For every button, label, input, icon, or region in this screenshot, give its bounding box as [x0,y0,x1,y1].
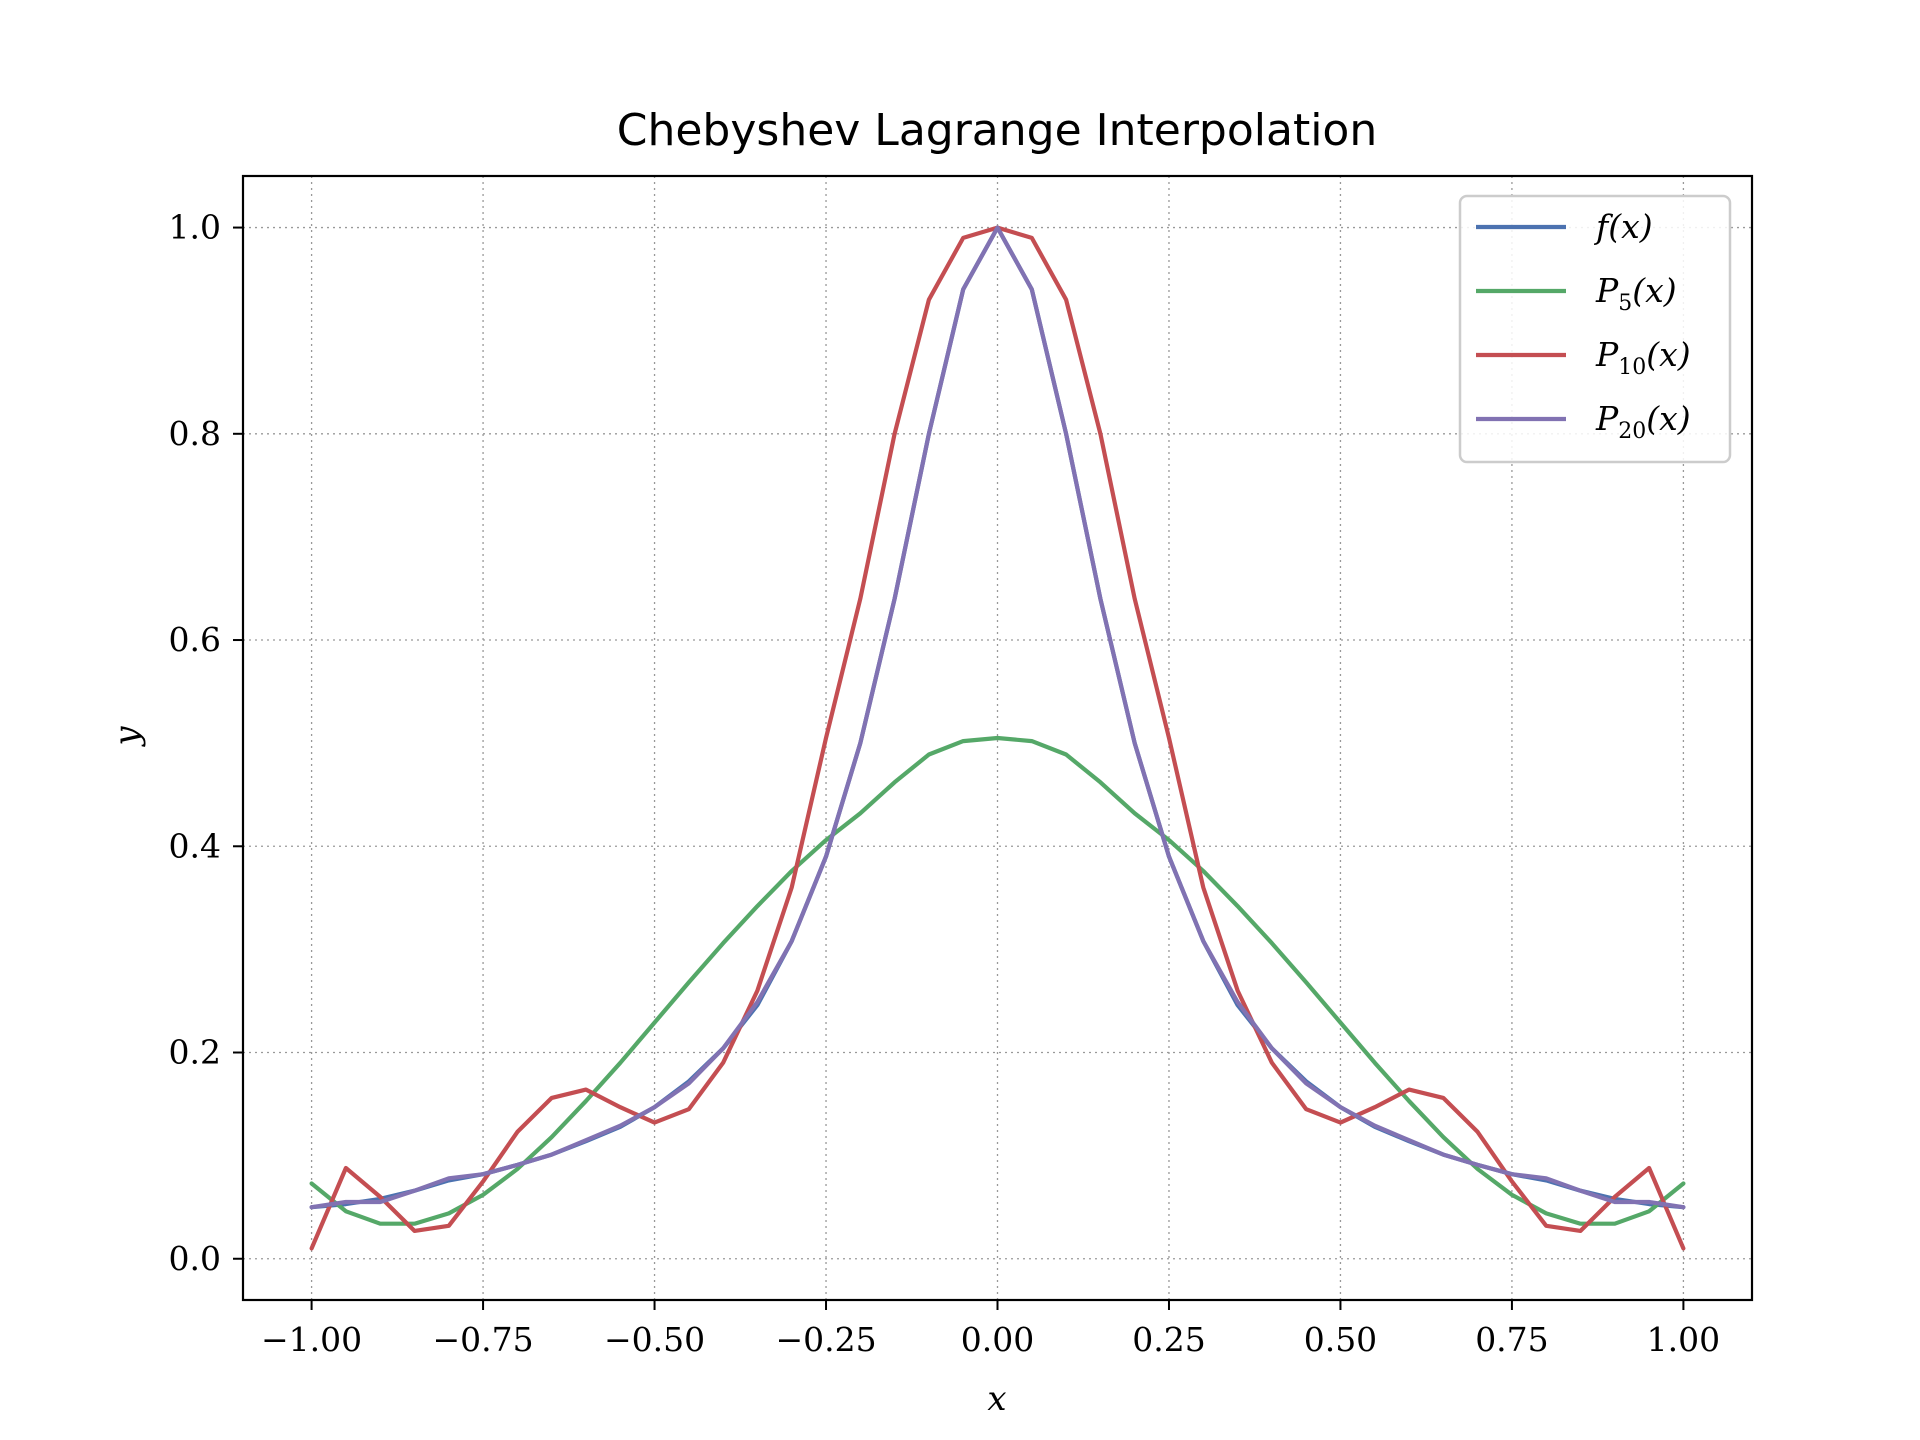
y-tick-label: 0.0 [169,1239,221,1278]
x-tick-label: 0.75 [1475,1320,1548,1359]
x-tick-label: 0.00 [961,1320,1034,1359]
y-tick-label: 0.4 [169,826,221,865]
y-axis-label: y [107,726,147,748]
x-tick-label: −0.75 [432,1320,533,1359]
series-line-3 [309,225,1686,1210]
chart-title: Chebyshev Lagrange Interpolation [617,105,1377,156]
y-tick-label: 1.0 [169,208,221,247]
x-tick-label: −0.50 [604,1320,705,1359]
x-tick-label: 0.25 [1132,1320,1205,1359]
legend-label: P5(x) [1595,271,1677,316]
y-tick-label: 0.6 [169,620,221,659]
x-tick-label: 1.00 [1647,1320,1720,1359]
series-line-1 [309,735,1686,1226]
legend-label: P10(x) [1595,335,1691,380]
x-tick-label: 0.50 [1304,1320,1377,1359]
y-tick-label: 0.8 [169,414,221,453]
y-tick-label: 0.2 [169,1033,221,1072]
legend-label: P20(x) [1595,399,1691,444]
legend: f(x) P5(x) P10(x) P20(x) [1458,194,1732,464]
legend-box [1458,194,1732,464]
x-axis-label: x [987,1379,1006,1419]
legend-label: f(x) [1593,207,1653,246]
series-layer [309,225,1686,1251]
x-tick-label: −1.00 [261,1320,362,1359]
x-tick-label: −0.25 [775,1320,876,1359]
axis-ticks: −1.00 −0.75 −0.50 −0.25 0.00 0.25 0.50 0.75 1.00… [169,208,1721,1359]
